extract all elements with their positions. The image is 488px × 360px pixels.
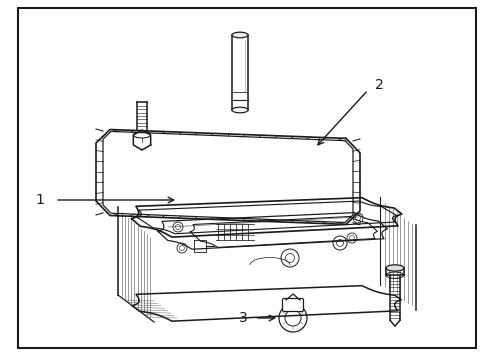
Text: 3: 3 (239, 311, 247, 325)
Ellipse shape (385, 265, 403, 271)
Ellipse shape (231, 32, 247, 38)
Text: 1: 1 (35, 193, 44, 207)
FancyBboxPatch shape (282, 298, 303, 311)
Ellipse shape (231, 107, 247, 113)
Text: 2: 2 (374, 78, 383, 92)
